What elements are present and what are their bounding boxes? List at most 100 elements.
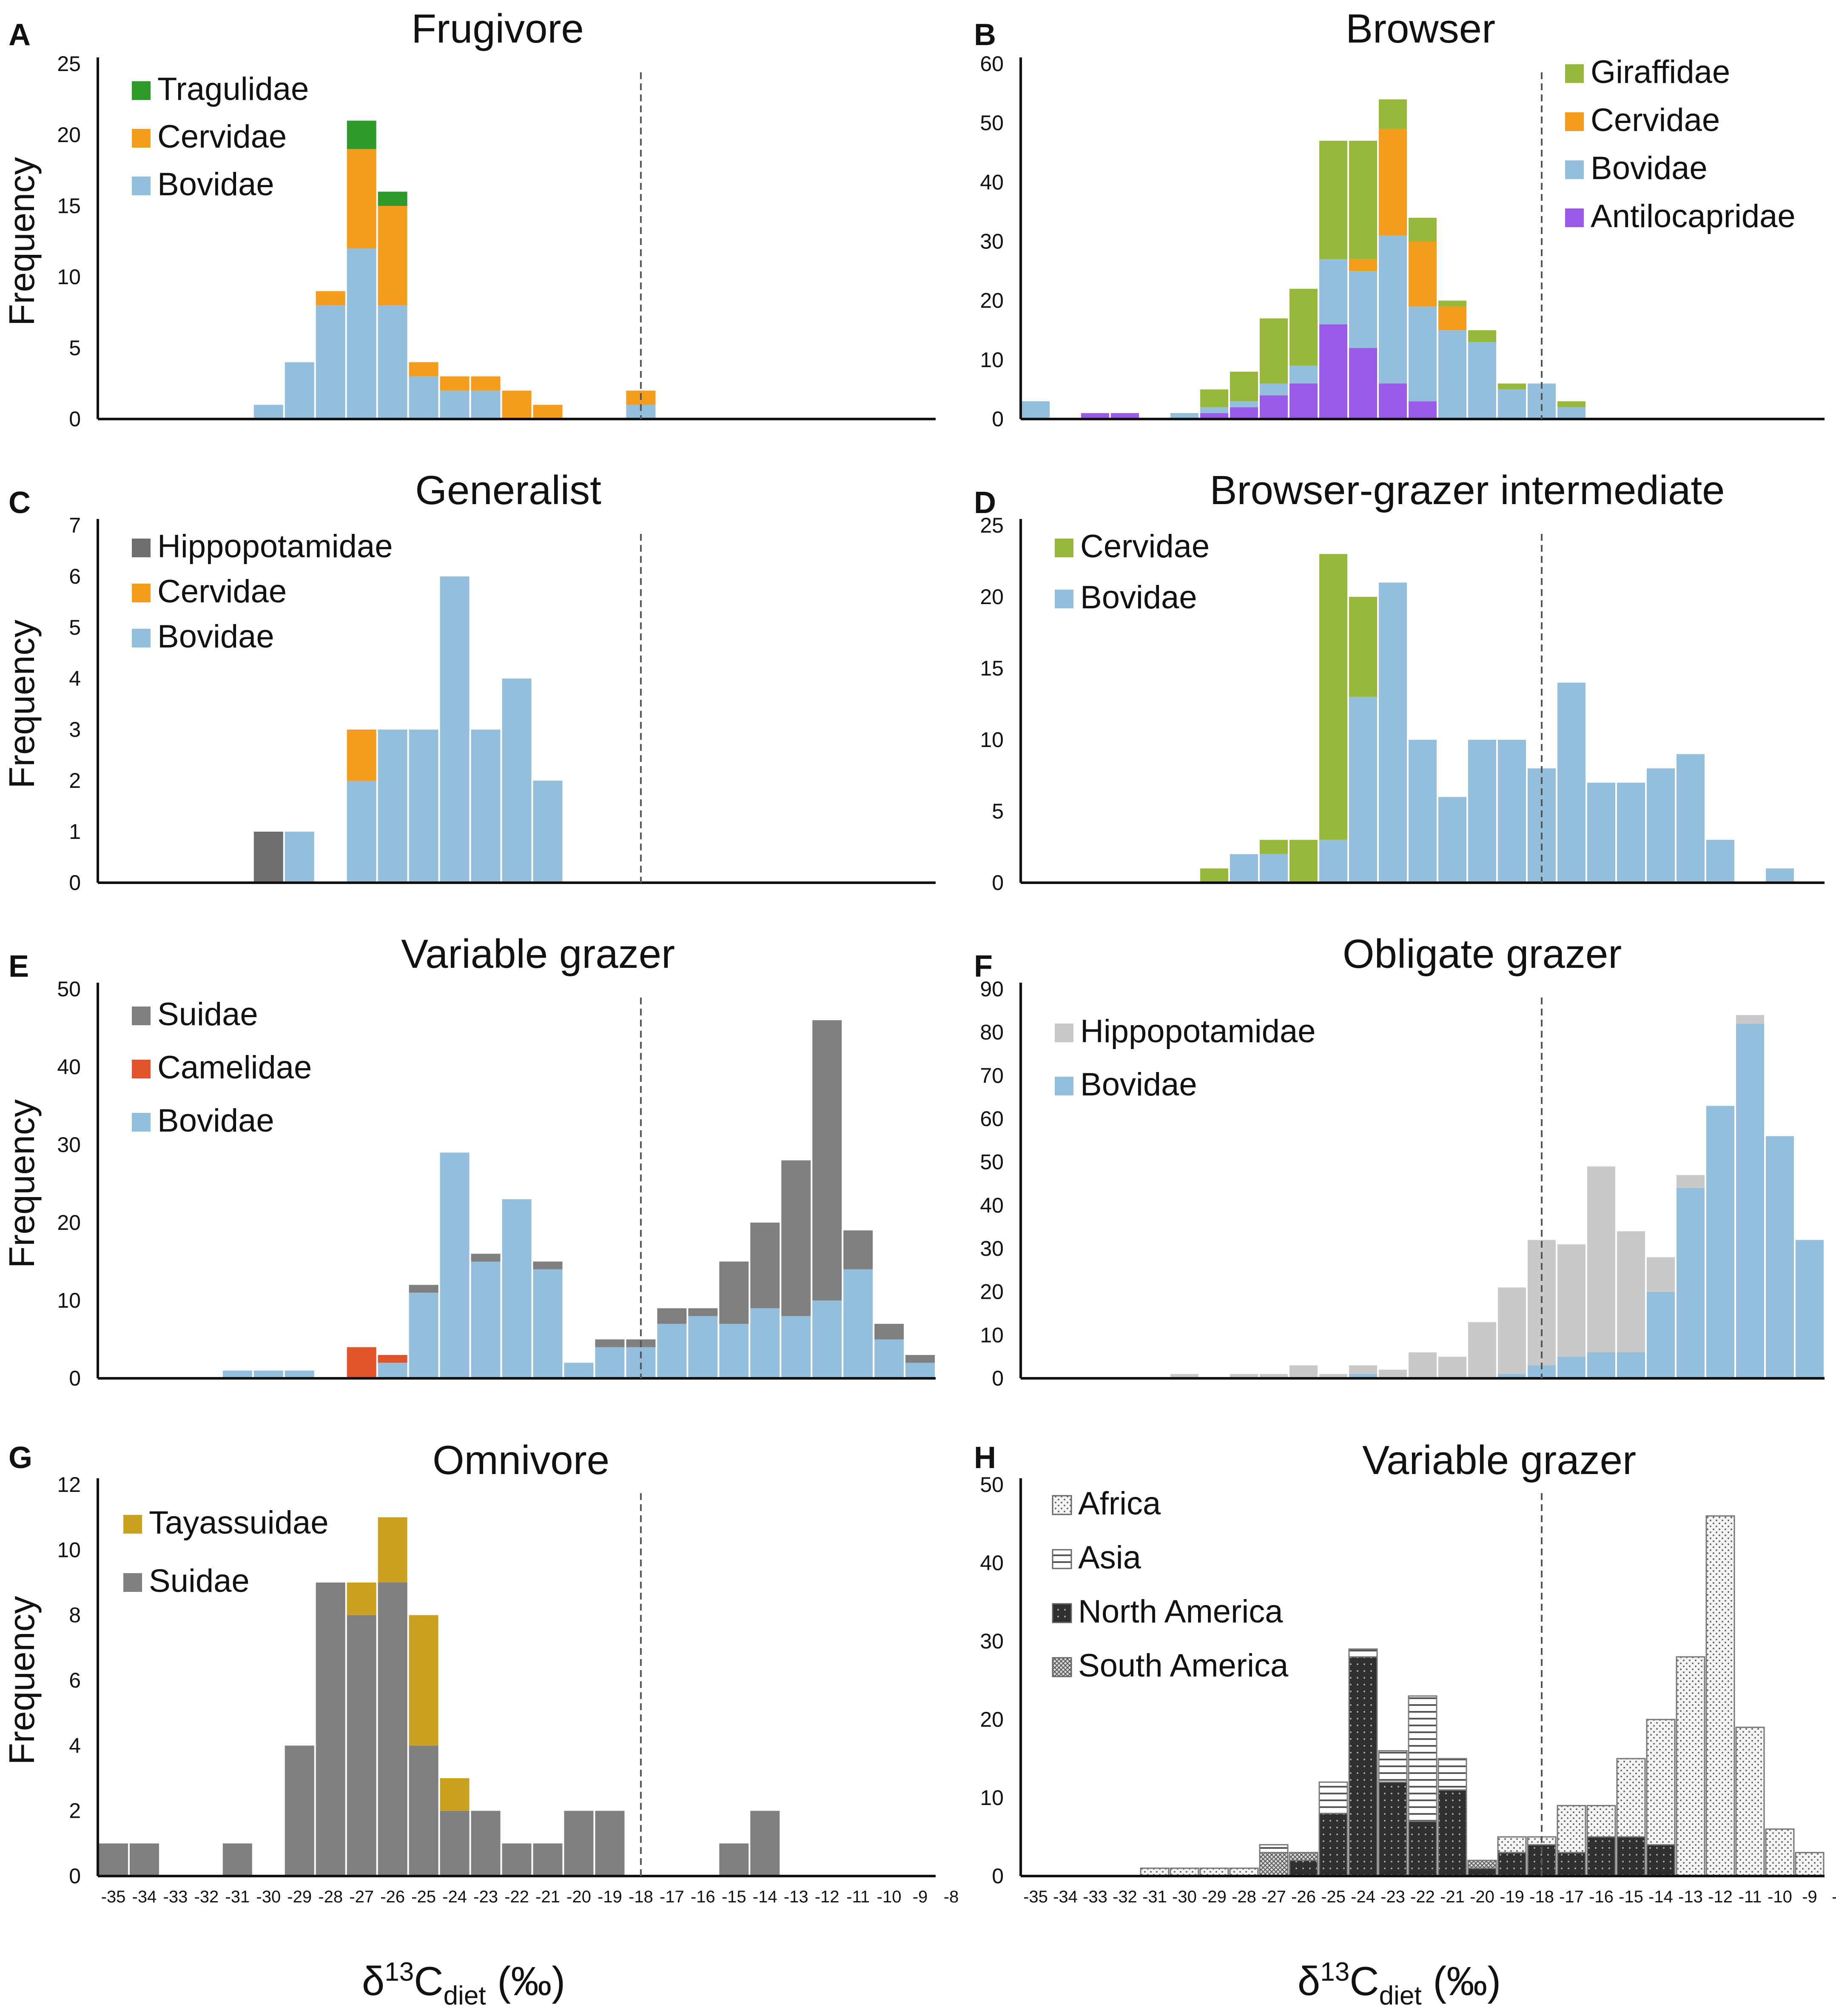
- bar-giraffidae: [1260, 318, 1288, 384]
- bar-suidae: [719, 1261, 749, 1324]
- x-tick-label: -16: [691, 1888, 715, 1906]
- y-tick-label: 20: [57, 1211, 81, 1235]
- bar-cervidae: [316, 291, 345, 305]
- legend-label: Bovidae: [157, 619, 274, 655]
- bars: [253, 120, 656, 419]
- legend-label: Bovidae: [1080, 579, 1197, 616]
- bar-bovidae: [781, 1316, 811, 1378]
- bar-suidae: [471, 1254, 501, 1262]
- bar-antilocapridae: [1349, 348, 1377, 419]
- x-tick-label: -31: [1142, 1888, 1167, 1906]
- legend-label: Hippopotamidae: [157, 528, 393, 565]
- bar-bovidae: [1766, 1136, 1794, 1378]
- bar-hippopotamidae: [1319, 1374, 1347, 1378]
- bar-giraffidae: [1379, 99, 1407, 129]
- bars: [1140, 1515, 1825, 1877]
- y-tick-label: 0: [992, 1366, 1004, 1390]
- legend-swatch-hippopotamidae: [1055, 1024, 1073, 1042]
- bar-bovidae: [1230, 854, 1258, 883]
- y-tick-label: 12: [57, 1473, 81, 1497]
- bar-bovidae: [1409, 740, 1437, 883]
- bar-bovidae: [1349, 1374, 1377, 1378]
- bar-bovidae: [409, 1292, 438, 1378]
- y-tick-label: 20: [980, 585, 1004, 609]
- bar-suidae: [843, 1230, 873, 1269]
- legend: Suidae Camelidae Bovidae: [132, 996, 312, 1139]
- y-tick-label: 1: [69, 820, 81, 844]
- chart-title: Omnivore: [433, 1437, 609, 1483]
- y-tick-label: 30: [980, 1237, 1004, 1260]
- bar-bovidae: [253, 1370, 283, 1378]
- bar-bovidae: [316, 305, 345, 419]
- bar-tragulidae: [347, 120, 376, 149]
- panel-letter: E: [9, 950, 29, 984]
- bar-bovidae: [285, 1370, 314, 1378]
- bar-antilocapridae: [1260, 395, 1288, 419]
- y-tick-label: 15: [57, 194, 81, 218]
- bar-north-america: [1378, 1781, 1408, 1877]
- chart-title: Obligate grazer: [1343, 931, 1622, 977]
- bar-bovidae: [1617, 1352, 1645, 1378]
- bar-bovidae: [1677, 754, 1705, 883]
- bar-suidae: [502, 1843, 532, 1876]
- x-tick-label: -8: [1832, 1888, 1836, 1906]
- x-tick-label: -19: [598, 1888, 622, 1906]
- bar-suidae: [564, 1811, 594, 1876]
- bar-bovidae: [471, 730, 501, 883]
- y-tick-label: 10: [980, 1786, 1004, 1810]
- x-tick-label: -30: [1172, 1888, 1197, 1906]
- legend-swatch-asia: [1052, 1549, 1072, 1569]
- bar-antilocapridae: [1200, 413, 1228, 419]
- panel-b: B Browser 0 10 20 30 40 50 60 Giraffidae Cervidae B…: [974, 6, 1825, 431]
- y-tick-label: 8: [69, 1603, 81, 1627]
- legend-swatch-africa: [1052, 1495, 1072, 1515]
- x-tick-label: -20: [1470, 1888, 1494, 1906]
- bar-cervidae: [409, 362, 438, 376]
- bars: [1170, 1015, 1824, 1378]
- bar-tragulidae: [378, 191, 407, 206]
- x-tick-label: -10: [1768, 1888, 1792, 1906]
- bar-hippopotamidae: [1468, 1322, 1496, 1378]
- x-tick-label: -8: [944, 1888, 959, 1906]
- legend-label: Tayassuidae: [149, 1505, 329, 1541]
- bar-suidae: [222, 1843, 252, 1876]
- x-tick-label: -25: [1321, 1888, 1346, 1906]
- bar-bovidae: [502, 1199, 532, 1378]
- x-tick-label: -20: [566, 1888, 591, 1906]
- x-tick-label: -35: [1023, 1888, 1048, 1906]
- bar-hippopotamidae: [253, 832, 283, 883]
- x-tick-label: -10: [877, 1888, 902, 1906]
- legend-label: Giraffidae: [1591, 54, 1730, 90]
- bar-suidae: [440, 1811, 470, 1876]
- y-tick-label: 50: [980, 1150, 1004, 1174]
- bar-bovidae: [719, 1323, 749, 1378]
- y-tick-label: 10: [980, 728, 1004, 752]
- y-tick-label: 2: [69, 1799, 81, 1823]
- bars: [99, 1517, 780, 1876]
- legend-swatch-bovidae: [132, 629, 151, 647]
- bar-bovidae: [1468, 342, 1496, 419]
- x-tick-label: -15: [722, 1888, 746, 1906]
- bar-bovidae: [1349, 271, 1377, 348]
- panel-letter: B: [974, 18, 996, 52]
- legend-label: Cervidae: [1591, 102, 1720, 138]
- panel-a: A Frugivore Frequency 0 5 10 15 20 25 Tragulidae C…: [2, 6, 936, 431]
- bar-bovidae: [378, 305, 407, 419]
- bar-hippopotamidae: [1230, 1374, 1258, 1378]
- bar-bovidae: [1557, 407, 1586, 419]
- bar-bovidae: [440, 391, 470, 419]
- x-tick-label: -17: [660, 1888, 684, 1906]
- y-tick-label: 4: [69, 667, 81, 690]
- bar-bovidae: [347, 248, 376, 419]
- bar-antilocapridae: [1230, 407, 1258, 419]
- bar-bovidae: [905, 1363, 935, 1378]
- chart-panels: A FrugivoreFrequency0510152025TragulidaeC…: [2, 6, 1836, 1906]
- bar-suidae: [316, 1583, 345, 1876]
- bar-bovidae: [1647, 768, 1675, 883]
- bar-bovidae: [1319, 840, 1347, 883]
- y-tick-label: 50: [57, 977, 81, 1001]
- bar-africa: [1557, 1805, 1586, 1853]
- chart-title: Browser-grazer intermediate: [1210, 468, 1725, 513]
- legend-swatch-north-america: [1052, 1603, 1072, 1623]
